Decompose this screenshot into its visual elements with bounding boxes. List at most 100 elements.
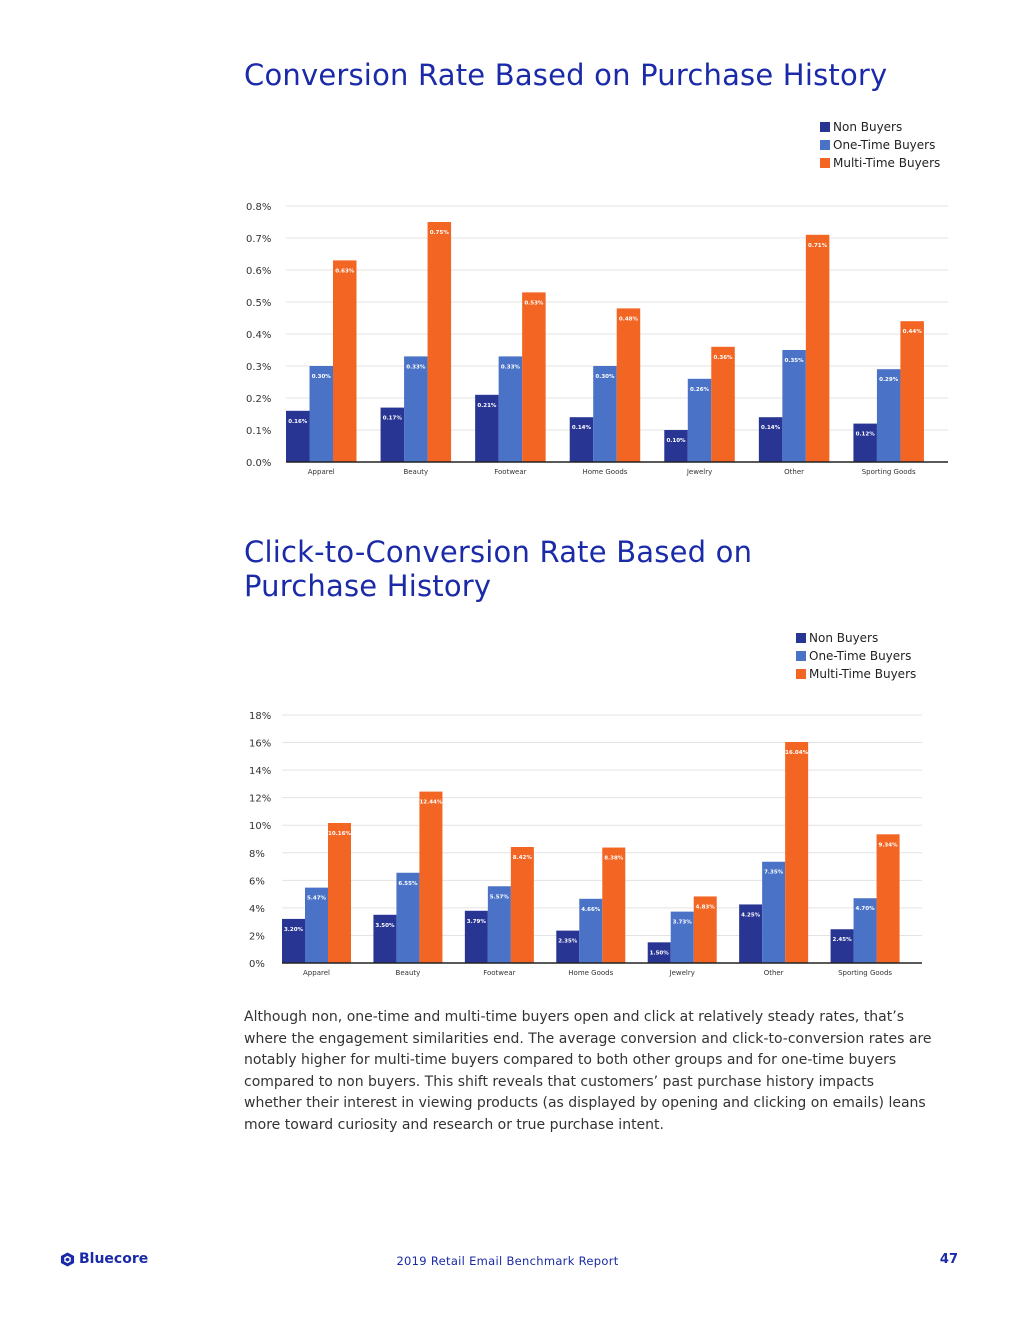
y-tick-label: 14% (249, 766, 271, 777)
data-label: 0.35% (785, 358, 805, 364)
data-label: 7.35% (764, 870, 784, 876)
bar (785, 742, 809, 963)
data-label: 0.17% (383, 416, 403, 422)
data-label: 5.47% (307, 896, 327, 902)
bar (556, 930, 580, 963)
category-label: Beauty (396, 969, 421, 977)
bar (475, 394, 499, 462)
bar (900, 321, 924, 462)
y-tick-label: 0.3% (246, 362, 271, 373)
y-tick-label: 0.6% (246, 266, 271, 277)
data-label: 0.29% (879, 377, 899, 383)
legend-swatch (820, 140, 830, 150)
bar (380, 407, 405, 462)
conversion-rate-chart: 0.0% 0.1% 0.2% 0.3% 0.4% 0.5% 0.6% 0.7% 0.8% 0.16… (246, 120, 948, 476)
data-label: 6.55% (398, 881, 418, 887)
y-tick-label: 2% (249, 931, 265, 942)
bar (487, 886, 511, 963)
data-label: 0.30% (312, 374, 332, 380)
bar (464, 910, 488, 963)
data-label: 0.36% (713, 355, 733, 361)
y-tick-label: 10% (249, 821, 271, 832)
legend-swatch (820, 158, 830, 168)
bar (670, 911, 694, 963)
y-tick-label: 0.0% (246, 458, 271, 469)
bar (739, 904, 763, 963)
data-label: 4.70% (856, 906, 876, 912)
legend-label: Non Buyers (809, 631, 878, 645)
category-label: Footwear (494, 468, 526, 476)
legend-label: Multi-Time Buyers (833, 156, 940, 170)
data-label: 3.20% (284, 927, 304, 933)
y-tick-label: 6% (249, 876, 265, 887)
bar (282, 918, 305, 963)
category-label: Home Goods (582, 468, 627, 476)
category-label: Sporting Goods (838, 969, 892, 977)
category-label: Other (784, 468, 804, 476)
data-label: 4.66% (581, 907, 601, 913)
bar (579, 898, 603, 963)
data-label: 0.75% (430, 230, 450, 236)
y-tick-label: 0.5% (246, 298, 271, 309)
data-label: 0.71% (808, 243, 828, 249)
data-label: 0.14% (761, 425, 781, 431)
data-label: 2.45% (833, 937, 853, 943)
bar (687, 378, 712, 462)
page-number: 47 (939, 1252, 958, 1267)
data-label: 10.16% (328, 831, 351, 837)
bar (664, 430, 688, 462)
data-label: 0.26% (690, 387, 710, 393)
chart2-title: Click-to-Conversion Rate Based on Purcha… (244, 535, 753, 603)
bar (830, 929, 854, 963)
bar (396, 872, 420, 963)
data-label: 0.16% (288, 419, 308, 425)
legend-label: Non Buyers (833, 120, 902, 134)
y-tick-label: 0.8% (246, 202, 271, 213)
data-label: 0.10% (666, 438, 686, 444)
bluecore-cube-icon (60, 1251, 75, 1267)
bar (758, 417, 783, 462)
y-tick-label: 8% (249, 849, 265, 860)
data-label: 0.33% (406, 364, 426, 370)
bar (427, 222, 452, 462)
category-label: Sporting Goods (862, 468, 916, 476)
bar (876, 834, 900, 963)
data-label: 0.30% (595, 374, 615, 380)
data-label: 0.33% (501, 364, 521, 370)
bar (853, 898, 877, 963)
data-label: 0.63% (335, 268, 355, 274)
bar (647, 942, 671, 963)
legend-label: Multi-Time Buyers (809, 667, 916, 681)
category-label: Apparel (303, 969, 330, 977)
category-label: Beauty (403, 468, 428, 476)
data-label: 5.57% (490, 894, 510, 900)
data-label: 8.42% (513, 855, 533, 861)
bar (693, 896, 717, 963)
y-tick-label: 12% (249, 794, 271, 805)
data-label: 0.53% (524, 300, 544, 306)
bar (404, 356, 428, 462)
bar (876, 369, 901, 462)
data-label: 0.12% (856, 432, 876, 438)
y-tick-label: 0.1% (246, 426, 271, 437)
category-label: Jewelry (686, 468, 712, 476)
y-tick-label: 4% (249, 904, 265, 915)
legend-swatch (796, 669, 806, 679)
bluecore-logo: Bluecore (60, 1251, 148, 1267)
bar (309, 366, 333, 462)
bar (498, 356, 523, 462)
bar (711, 346, 735, 462)
bar (853, 423, 877, 462)
report-title: 2019 Retail Email Benchmark Report (396, 1254, 619, 1268)
legend-swatch (796, 651, 806, 661)
bar (510, 846, 534, 963)
bar (328, 823, 351, 963)
bar (522, 292, 546, 462)
bar (373, 914, 397, 963)
category-label: Apparel (308, 468, 335, 476)
click-to-conversion-chart: 0% 2% 4% 6% 8% 10% 12% 14% 16% 18% 3.20% 5.47% 10.16… (249, 631, 922, 977)
data-label: 16.04% (785, 750, 808, 756)
data-label: 4.83% (696, 904, 716, 910)
data-label: 3.50% (375, 923, 395, 929)
category-label: Jewelry (669, 969, 695, 977)
